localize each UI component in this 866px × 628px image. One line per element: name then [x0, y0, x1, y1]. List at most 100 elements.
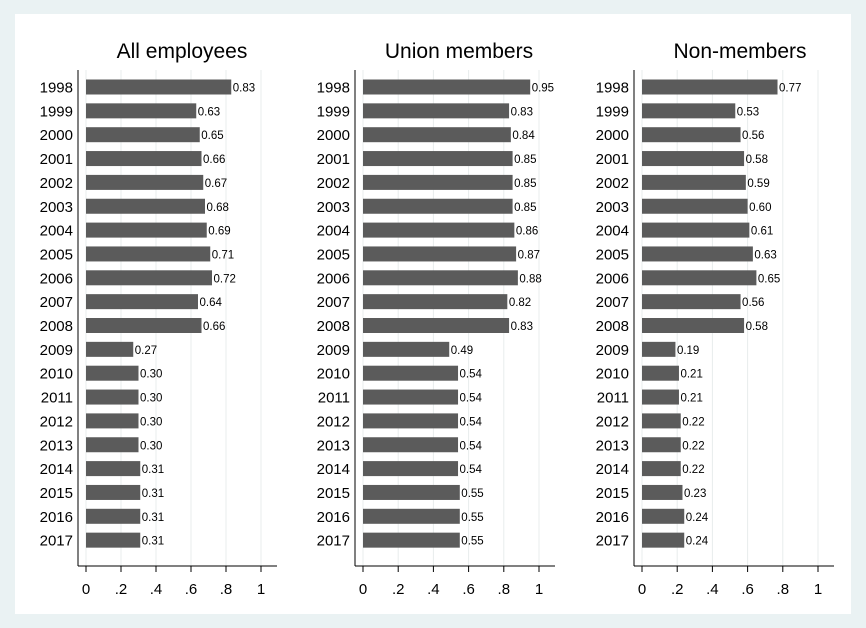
value-label-2-13: 0.21	[680, 393, 702, 405]
category-label-0-18: 2016	[40, 509, 73, 526]
value-label-1-16: 0.54	[460, 464, 483, 476]
category-label-1-2: 2000	[317, 127, 350, 144]
bar-2-2	[642, 127, 741, 143]
category-label-1-6: 2004	[317, 223, 350, 240]
panel-title-0: All employees	[117, 40, 248, 63]
value-label-0-13: 0.30	[140, 393, 162, 405]
category-label-0-14: 2012	[40, 413, 73, 430]
x-tick-label-2-1: .2	[671, 581, 684, 598]
bar-0-11	[86, 341, 134, 357]
value-label-0-14: 0.30	[140, 416, 162, 428]
bar-1-16	[363, 461, 459, 477]
category-label-1-1: 1999	[317, 103, 350, 120]
value-label-1-11: 0.49	[451, 345, 473, 357]
value-label-2-17: 0.23	[684, 488, 706, 500]
bar-1-2	[363, 127, 511, 143]
value-label-0-1: 0.63	[198, 106, 220, 118]
value-label-1-10: 0.83	[511, 321, 533, 333]
value-label-0-8: 0.72	[214, 273, 236, 285]
category-label-2-17: 2015	[596, 485, 629, 502]
category-label-2-15: 2013	[596, 437, 629, 454]
category-label-1-8: 2006	[317, 270, 350, 287]
value-label-2-3: 0.58	[746, 154, 768, 166]
bar-1-0	[363, 79, 531, 95]
x-tick-label-2-5: 1	[814, 581, 822, 598]
bar-2-15	[642, 437, 681, 453]
bar-1-11	[363, 341, 450, 357]
category-label-1-4: 2002	[317, 175, 350, 192]
bar-1-18	[363, 508, 460, 524]
category-label-2-8: 2006	[596, 270, 629, 287]
x-tick-label-0-0: 0	[82, 581, 90, 598]
bar-0-10	[86, 318, 202, 333]
category-label-1-0: 1998	[317, 80, 350, 97]
value-label-2-14: 0.22	[682, 416, 704, 428]
x-tick-label-1-5: 1	[535, 581, 543, 598]
value-label-0-10: 0.66	[203, 321, 225, 333]
value-label-0-0: 0.83	[233, 83, 255, 95]
bar-0-2	[86, 127, 200, 143]
category-label-2-12: 2010	[596, 366, 629, 383]
value-label-0-4: 0.67	[205, 178, 227, 190]
value-label-2-0: 0.77	[779, 83, 801, 95]
bar-1-13	[363, 389, 459, 405]
value-label-2-1: 0.53	[737, 106, 759, 118]
value-label-2-9: 0.56	[742, 297, 764, 309]
value-label-0-9: 0.64	[200, 297, 223, 309]
x-tick-label-2-4: .8	[777, 581, 790, 598]
bar-1-3	[363, 151, 513, 167]
category-label-0-16: 2014	[40, 461, 73, 478]
value-label-1-14: 0.54	[460, 416, 483, 428]
category-label-2-0: 1998	[596, 80, 629, 97]
category-label-2-2: 2000	[596, 127, 629, 144]
value-label-2-2: 0.56	[742, 130, 764, 142]
x-tick-label-1-0: 0	[359, 581, 367, 598]
category-label-1-15: 2013	[317, 437, 350, 454]
x-tick-label-0-1: .2	[115, 581, 128, 598]
value-label-1-6: 0.86	[516, 226, 538, 238]
category-label-1-9: 2007	[317, 294, 350, 311]
value-label-2-12: 0.21	[680, 369, 702, 381]
value-label-0-7: 0.71	[212, 249, 234, 261]
category-label-0-3: 2001	[40, 151, 73, 168]
category-label-1-13: 2011	[318, 390, 350, 407]
x-tick-label-2-0: 0	[638, 581, 646, 598]
x-tick-label-0-5: 1	[257, 581, 265, 598]
bar-2-14	[642, 413, 681, 429]
bar-2-4	[642, 174, 746, 190]
value-label-2-15: 0.22	[682, 440, 704, 452]
bar-0-15	[86, 437, 139, 453]
bar-0-9	[86, 294, 198, 310]
category-label-1-18: 2016	[317, 509, 350, 526]
category-label-1-10: 2008	[317, 318, 350, 335]
category-label-0-17: 2015	[40, 485, 73, 502]
bar-0-0	[86, 79, 232, 95]
category-label-2-11: 2009	[596, 342, 629, 359]
bar-2-7	[642, 246, 753, 262]
bar-2-3	[642, 151, 745, 167]
bar-2-0	[642, 79, 778, 95]
value-label-1-8: 0.88	[519, 273, 541, 285]
bar-2-17	[642, 484, 683, 500]
value-label-2-5: 0.60	[749, 202, 771, 214]
bar-0-19	[86, 532, 141, 548]
value-label-2-18: 0.24	[686, 512, 709, 524]
bar-0-16	[86, 461, 141, 477]
value-label-2-8: 0.65	[758, 273, 780, 285]
bar-0-8	[86, 270, 212, 286]
category-label-1-17: 2015	[317, 485, 350, 502]
bar-1-4	[363, 174, 513, 190]
bar-2-8	[642, 270, 757, 286]
value-label-1-1: 0.83	[511, 106, 533, 118]
bar-1-1	[363, 103, 510, 119]
value-label-0-5: 0.68	[207, 202, 229, 214]
value-label-1-19: 0.55	[461, 536, 483, 548]
bar-0-14	[86, 413, 139, 429]
category-label-1-5: 2003	[317, 199, 350, 216]
category-label-1-3: 2001	[317, 151, 350, 168]
panel-title-2: Non-members	[673, 40, 806, 63]
value-label-1-15: 0.54	[460, 440, 483, 452]
value-label-1-5: 0.85	[514, 202, 536, 214]
bar-1-12	[363, 365, 459, 381]
x-tick-label-1-3: .6	[462, 581, 475, 598]
